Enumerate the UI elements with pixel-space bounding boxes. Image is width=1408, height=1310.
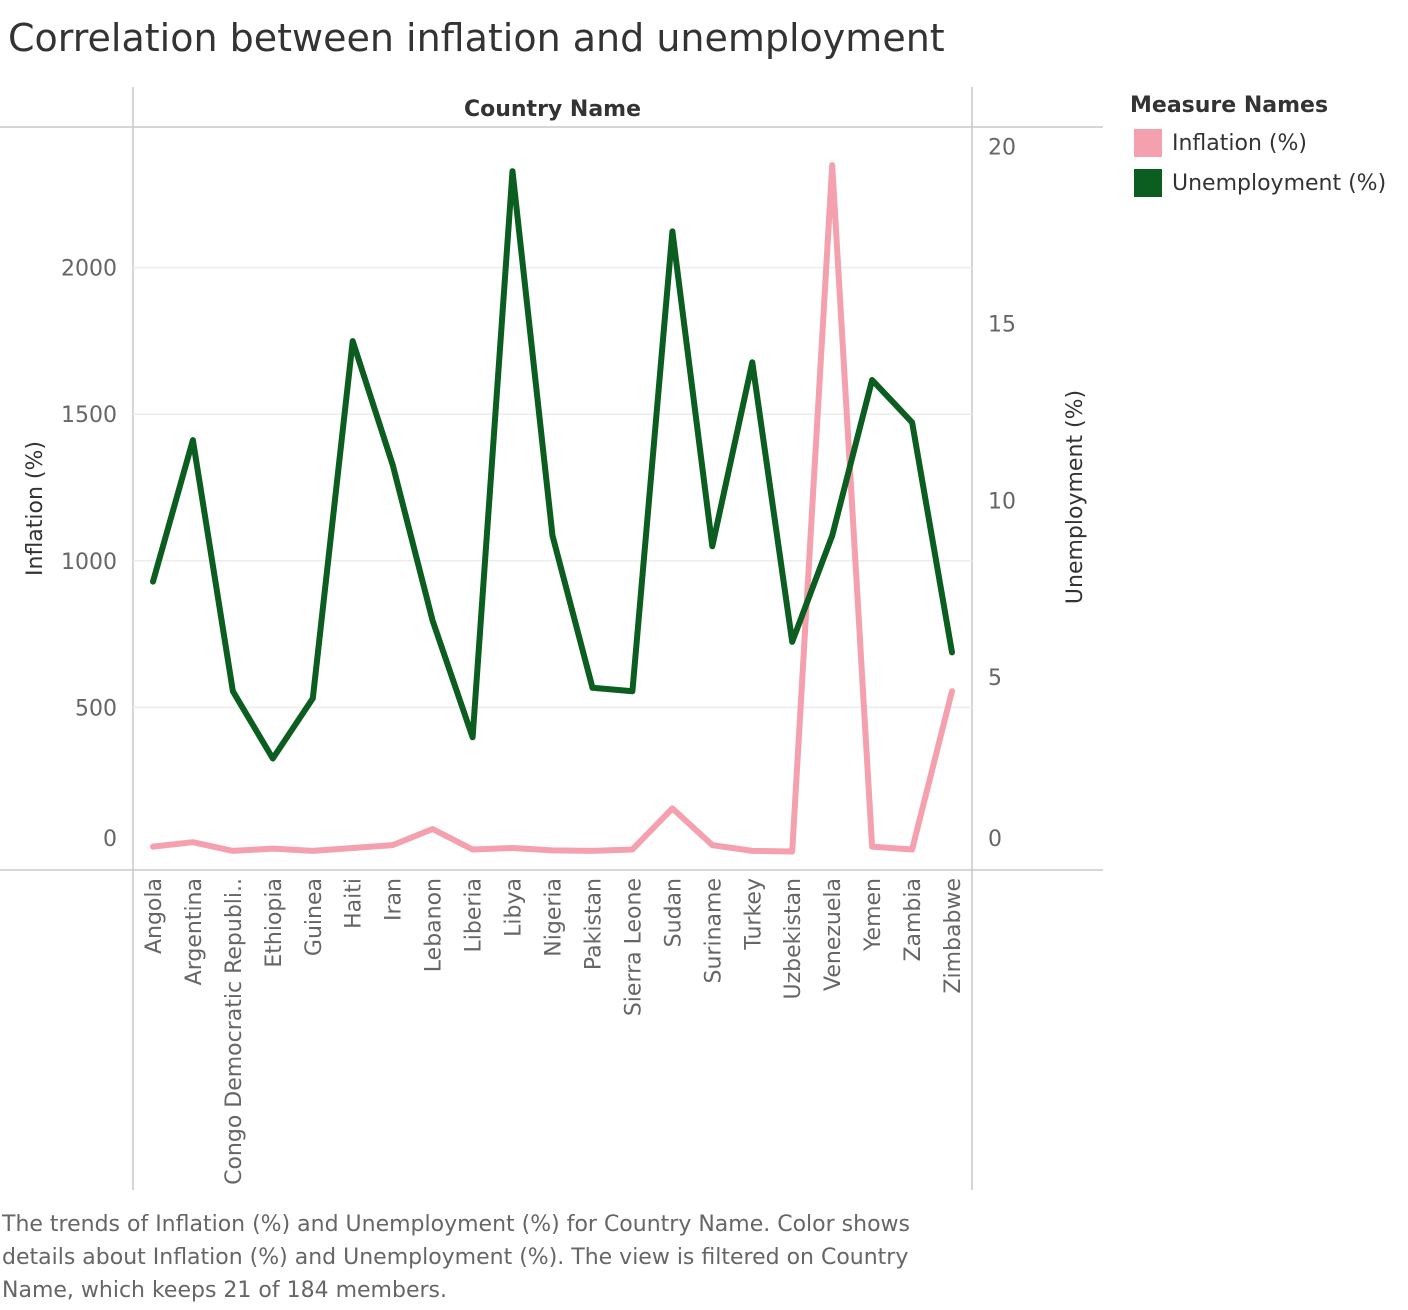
x-tick-label: Suriname [701, 878, 726, 983]
series-lines [150, 162, 955, 855]
x-tick-label: Congo Democratic Republi.. [222, 878, 247, 1185]
legend-label-unemployment: Unemployment (%) [1172, 170, 1387, 196]
x-tick-label: Guinea [302, 878, 327, 956]
x-tick-label: Libya [502, 878, 527, 937]
chart-title: Correlation between inflation and unempl… [8, 16, 945, 60]
gridlines [133, 266, 972, 709]
left-tick-label: 1000 [61, 550, 117, 575]
left-tick-label: 500 [75, 696, 117, 721]
x-tick-label: Liberia [462, 878, 487, 953]
chart-frame [0, 87, 1103, 1190]
left-tick-label: 1500 [61, 403, 117, 428]
right-tick-label: 15 [988, 312, 1016, 337]
x-tick-label: Lebanon [422, 878, 447, 972]
left-axis-title: Inflation (%) [23, 441, 48, 576]
legend-label-inflation: Inflation (%) [1172, 130, 1307, 156]
x-tick-label: Pakistan [581, 878, 606, 970]
x-tick-label: Sierra Leone [621, 878, 646, 1016]
right-tick-label: 5 [988, 666, 1002, 691]
x-tick-label: Sudan [661, 878, 686, 947]
x-tick-label: Zimbabwe [941, 878, 966, 994]
chart-area: Country Name 0 500 1000 1500 2000 0 5 10 15 20 Infl… [0, 87, 1103, 1190]
right-axis-title: Unemployment (%) [1063, 390, 1088, 604]
right-tick-label: 0 [988, 827, 1002, 852]
right-tick-label: 20 [988, 135, 1016, 160]
legend-title: Measure Names [1130, 93, 1329, 118]
legend-swatch-unemployment [1134, 169, 1162, 197]
legend-item-inflation[interactable]: Inflation (%) [1134, 129, 1307, 157]
left-tick-label: 2000 [61, 257, 117, 282]
series-line-inflation [150, 162, 955, 855]
x-tick-label: Turkey [741, 878, 766, 951]
x-tick-label: Iran [382, 878, 407, 921]
x-tick-label: Ethiopia [262, 878, 287, 968]
series-line-unemployment [150, 168, 955, 762]
x-tick-label: Venezuela [821, 878, 846, 991]
x-tick-label: Nigeria [542, 878, 567, 957]
chart-caption: The trends of Inflation (%) and Unemploy… [2, 1212, 910, 1303]
right-tick-label: 10 [988, 489, 1016, 514]
x-tick-label: Haiti [342, 878, 367, 929]
x-tick-label: Zambia [901, 878, 926, 962]
x-tick-label: Yemen [861, 878, 886, 952]
column-header: Country Name [464, 97, 641, 122]
x-tick-labels: Angola Argentina Congo Democratic Republi.… [142, 878, 966, 1185]
x-tick-label: Angola [142, 878, 167, 954]
legend-swatch-inflation [1134, 129, 1162, 157]
x-tick-label: Uzbekistan [781, 878, 806, 1000]
left-tick-label: 0 [103, 827, 117, 852]
x-tick-label: Argentina [182, 878, 207, 985]
legend-item-unemployment[interactable]: Unemployment (%) [1134, 169, 1386, 197]
axes: Country Name 0 500 1000 1500 2000 0 5 10 15 20 Infl… [23, 97, 1088, 852]
